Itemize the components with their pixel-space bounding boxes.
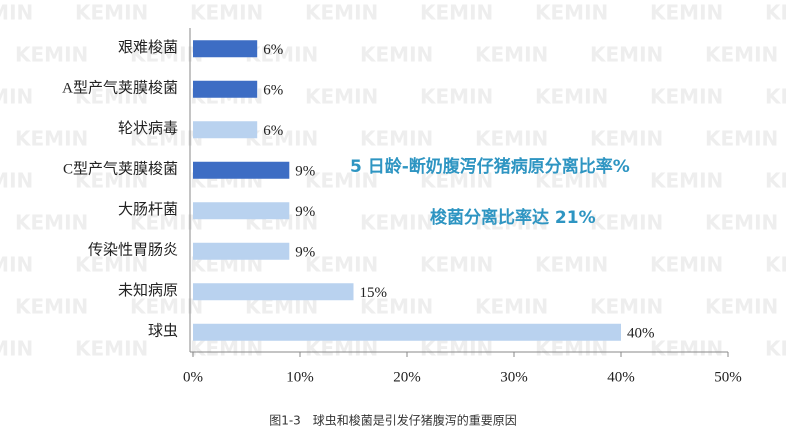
watermark: KEMIN: [130, 211, 203, 235]
x-tick-label: 40%: [607, 369, 635, 385]
data-label: 15%: [360, 285, 388, 301]
watermark: KEMIN: [475, 295, 548, 319]
watermark: KEMIN: [535, 1, 608, 25]
y-tick-label: C型产气荚膜梭菌: [63, 160, 178, 178]
watermark: KEMIN: [360, 211, 433, 235]
watermark: KEMIN: [360, 43, 433, 67]
watermark: KEMIN: [475, 211, 548, 235]
watermark: KEMIN: [765, 169, 786, 193]
watermark: KEMIN: [75, 169, 148, 193]
y-tick-label: 未知病原: [118, 282, 178, 299]
y-tick-label: 大肠杆菌: [118, 201, 178, 218]
y-tick-label: 艰难梭菌: [118, 38, 178, 56]
annotation: 梭菌分离比率达 21%: [430, 207, 596, 228]
watermark: KEMIN: [130, 127, 203, 151]
y-tick-label: 轮状病毒: [118, 120, 178, 137]
watermark: KEMIN: [765, 85, 786, 109]
watermark: KEMIN: [75, 85, 148, 109]
watermark: KEMIN: [535, 85, 608, 109]
watermark: KEMIN: [305, 169, 378, 193]
data-label: 6%: [263, 42, 283, 58]
y-tick-label: A型产气荚膜梭菌: [62, 79, 178, 97]
watermark: KEMIN: [590, 211, 663, 235]
watermark: KEMIN: [420, 253, 493, 277]
watermark: KEMIN: [0, 1, 33, 25]
x-tick-label: 20%: [393, 369, 421, 385]
watermark: KEMIN: [245, 127, 318, 151]
watermark: KEMIN: [535, 169, 608, 193]
watermark-layer: KEMIN KEMIN KEMIN KEMIN KEMIN KEMIN KEMIN KEMIN…: [0, 1, 786, 361]
data-label: 9%: [295, 164, 315, 180]
watermark: KEMIN: [75, 1, 148, 25]
watermark: KEMIN: [245, 43, 318, 67]
bar: [193, 161, 290, 179]
watermark: KEMIN: [305, 85, 378, 109]
watermark: KEMIN: [420, 85, 493, 109]
x-tick-label: 0%: [183, 369, 203, 385]
watermark: KEMIN: [650, 1, 723, 25]
watermark: KEMIN: [705, 43, 778, 67]
bar: [193, 242, 290, 260]
watermark: KEMIN: [15, 43, 88, 67]
data-label: 6%: [263, 123, 283, 139]
bar: [193, 202, 290, 220]
watermark: KEMIN: [360, 295, 433, 319]
x-tick-label: 10%: [286, 369, 314, 385]
watermark: KEMIN: [0, 337, 33, 361]
watermark: KEMIN: [15, 127, 88, 151]
bar: [193, 40, 258, 58]
watermark: KEMIN: [0, 169, 33, 193]
watermark: KEMIN: [75, 337, 148, 361]
watermark: KEMIN: [420, 1, 493, 25]
watermark: KEMIN: [705, 127, 778, 151]
watermark: KEMIN: [705, 295, 778, 319]
watermark: KEMIN: [535, 253, 608, 277]
data-label: 9%: [295, 245, 315, 261]
bar: [193, 323, 621, 341]
plot: 0% 10% 20% 30% 40% 50% 艰难梭菌 6% A型产气荚膜梭菌 6% 轮状病毒 6% C…: [62, 28, 742, 385]
watermark: KEMIN: [705, 211, 778, 235]
bar: [193, 283, 354, 301]
watermark: KEMIN: [360, 127, 433, 151]
data-label: 40%: [627, 326, 655, 342]
x-tick-label: 50%: [714, 369, 742, 385]
watermark: KEMIN: [0, 253, 33, 277]
y-tick-label: 传染性胃肠炎: [88, 242, 178, 259]
watermark: KEMIN: [130, 295, 203, 319]
watermark: KEMIN: [130, 43, 203, 67]
watermark: KEMIN: [590, 295, 663, 319]
watermark: KEMIN: [650, 337, 723, 361]
watermark: KEMIN: [765, 1, 786, 25]
watermark: KEMIN: [475, 127, 548, 151]
watermark: KEMIN: [0, 85, 33, 109]
watermark: KEMIN: [765, 253, 786, 277]
watermark: KEMIN: [305, 253, 378, 277]
bar: [193, 80, 258, 98]
watermark: KEMIN: [650, 85, 723, 109]
y-tick-label: 球虫: [148, 323, 178, 340]
watermark: KEMIN: [305, 1, 378, 25]
data-label: 9%: [295, 204, 315, 220]
annotation: 5 日龄-断奶腹泻仔猪病原分离比率%: [350, 156, 630, 177]
watermark: KEMIN: [765, 337, 786, 361]
watermark: KEMIN: [420, 169, 493, 193]
watermark: KEMIN: [650, 253, 723, 277]
watermark: KEMIN: [75, 253, 148, 277]
watermark: KEMIN: [190, 1, 263, 25]
bar: [193, 121, 258, 139]
caption: 图1-3 球虫和梭菌是引发仔猪腹泻的重要原因: [269, 413, 517, 428]
x-tick-label: 30%: [500, 369, 528, 385]
watermark: KEMIN: [15, 295, 88, 319]
data-label: 6%: [263, 83, 283, 99]
watermark: KEMIN: [650, 169, 723, 193]
watermark: KEMIN: [475, 43, 548, 67]
watermark: KEMIN: [15, 211, 88, 235]
watermark: KEMIN: [590, 43, 663, 67]
watermark: KEMIN: [590, 127, 663, 151]
